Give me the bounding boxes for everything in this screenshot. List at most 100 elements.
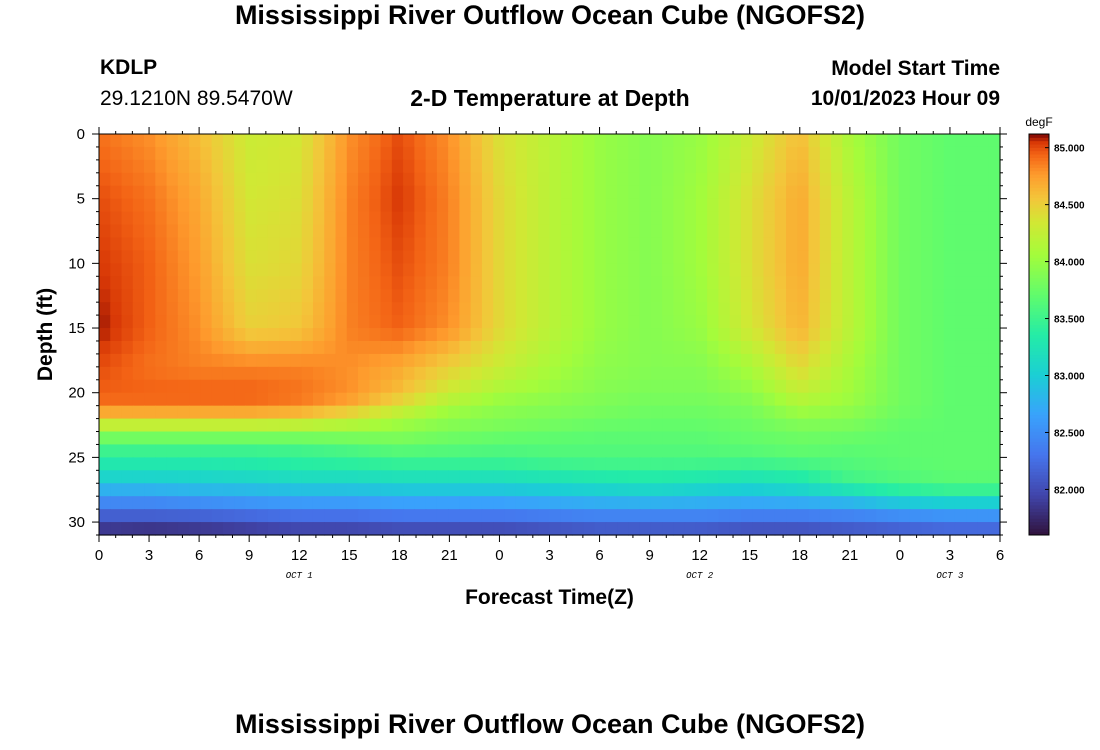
heatmap-cell: [864, 522, 877, 536]
heatmap-cell: [650, 366, 663, 381]
heatmap-cell: [560, 134, 573, 148]
heatmap-cell: [414, 470, 427, 484]
heatmap-cell: [234, 418, 247, 433]
heatmap-cell: [403, 263, 415, 277]
heatmap-cell: [222, 315, 235, 329]
heatmap-cell: [729, 470, 742, 484]
heatmap-cell: [538, 431, 551, 446]
heatmap-cell: [504, 431, 517, 446]
heatmap-cell: [245, 444, 258, 458]
heatmap-cell: [819, 250, 832, 264]
heatmap-cell: [695, 276, 708, 290]
heatmap-cell: [988, 470, 1001, 484]
heatmap-cell: [211, 379, 224, 394]
heatmap-cell: [921, 509, 934, 523]
heatmap-cell: [797, 172, 810, 187]
heatmap-cell: [493, 496, 506, 510]
heatmap-cell: [650, 392, 663, 407]
heatmap-cell: [695, 392, 708, 407]
heatmap-cell: [808, 237, 821, 252]
heatmap-cell: [684, 353, 697, 368]
heatmap-cell: [335, 418, 348, 433]
heatmap-cell: [267, 483, 280, 497]
heatmap-cell: [324, 496, 337, 510]
heatmap-cell: [988, 457, 1001, 471]
heatmap-cell: [436, 522, 449, 536]
heatmap-cell: [639, 263, 652, 277]
heatmap-cell: [639, 366, 652, 381]
heatmap-cell: [256, 418, 269, 433]
heatmap-cell: [526, 250, 539, 264]
heatmap-cell: [819, 289, 832, 303]
colorbar-segment: [1029, 314, 1049, 319]
heatmap-cell: [481, 457, 494, 471]
heatmap-cell: [560, 379, 573, 394]
heatmap-cell: [797, 315, 810, 329]
heatmap-cell: [560, 405, 573, 420]
heatmap-cell: [200, 276, 213, 290]
heatmap-cell: [200, 289, 213, 303]
heatmap-cell: [966, 392, 979, 407]
heatmap-cell: [774, 289, 787, 303]
heatmap-cell: [763, 302, 776, 316]
heatmap-cell: [572, 392, 584, 407]
heatmap-cell: [921, 289, 934, 303]
heatmap-cell: [211, 418, 224, 433]
heatmap-cell: [707, 159, 720, 174]
colorbar-segment: [1029, 207, 1049, 212]
heatmap-cell: [256, 405, 269, 420]
heatmap-cell: [752, 211, 765, 226]
heatmap-cell: [718, 159, 731, 174]
heatmap-cell: [481, 483, 494, 497]
heatmap-cell: [121, 444, 134, 458]
heatmap-cell: [256, 340, 269, 355]
heatmap-cell: [774, 159, 787, 174]
heatmap-cell: [853, 185, 866, 200]
heatmap-cell: [155, 146, 168, 161]
heatmap-cell: [526, 509, 539, 523]
heatmap-cell: [932, 496, 945, 510]
heatmap-cell: [177, 328, 190, 342]
heatmap-cell: [684, 263, 697, 277]
x-date-label: OCT 3: [936, 571, 964, 581]
heatmap-cell: [898, 289, 911, 303]
heatmap-cell: [99, 483, 111, 497]
heatmap-cell: [954, 250, 967, 264]
heatmap-cell: [403, 328, 415, 342]
heatmap-cell: [988, 353, 1001, 368]
heatmap-cell: [740, 198, 753, 213]
heatmap-cell: [358, 366, 370, 381]
heatmap-cell: [403, 392, 415, 407]
heatmap-cell: [966, 159, 979, 174]
heatmap-cell: [222, 134, 235, 148]
heatmap-cell: [954, 237, 967, 252]
heatmap-cell: [155, 431, 168, 446]
colorbar-segment: [1029, 200, 1049, 205]
heatmap-cell: [853, 392, 866, 407]
heatmap-cell: [572, 263, 584, 277]
heatmap-cell: [346, 418, 359, 433]
heatmap-cell: [605, 444, 618, 458]
heatmap-cell: [481, 159, 494, 174]
heatmap-cell: [887, 315, 900, 329]
heatmap-cell: [594, 418, 607, 433]
heatmap-cell: [493, 522, 506, 536]
heatmap-cell: [707, 379, 720, 394]
heatmap-cell: [898, 146, 911, 161]
heatmap-cell: [99, 457, 111, 471]
heatmap-cell: [177, 250, 190, 264]
heatmap-cell: [842, 353, 855, 368]
heatmap-cell: [369, 315, 382, 329]
heatmap-cell: [132, 328, 145, 342]
heatmap-cell: [256, 496, 269, 510]
heatmap-cell: [301, 237, 314, 252]
heatmap-cell: [797, 289, 810, 303]
heatmap-cell: [346, 366, 359, 381]
heatmap-cell: [628, 237, 641, 252]
x-tick-label: 12: [291, 547, 308, 564]
heatmap-cell: [842, 159, 855, 174]
heatmap-cell: [966, 353, 979, 368]
heatmap-cell: [312, 496, 325, 510]
heatmap-cell: [853, 289, 866, 303]
heatmap-cell: [864, 134, 877, 148]
